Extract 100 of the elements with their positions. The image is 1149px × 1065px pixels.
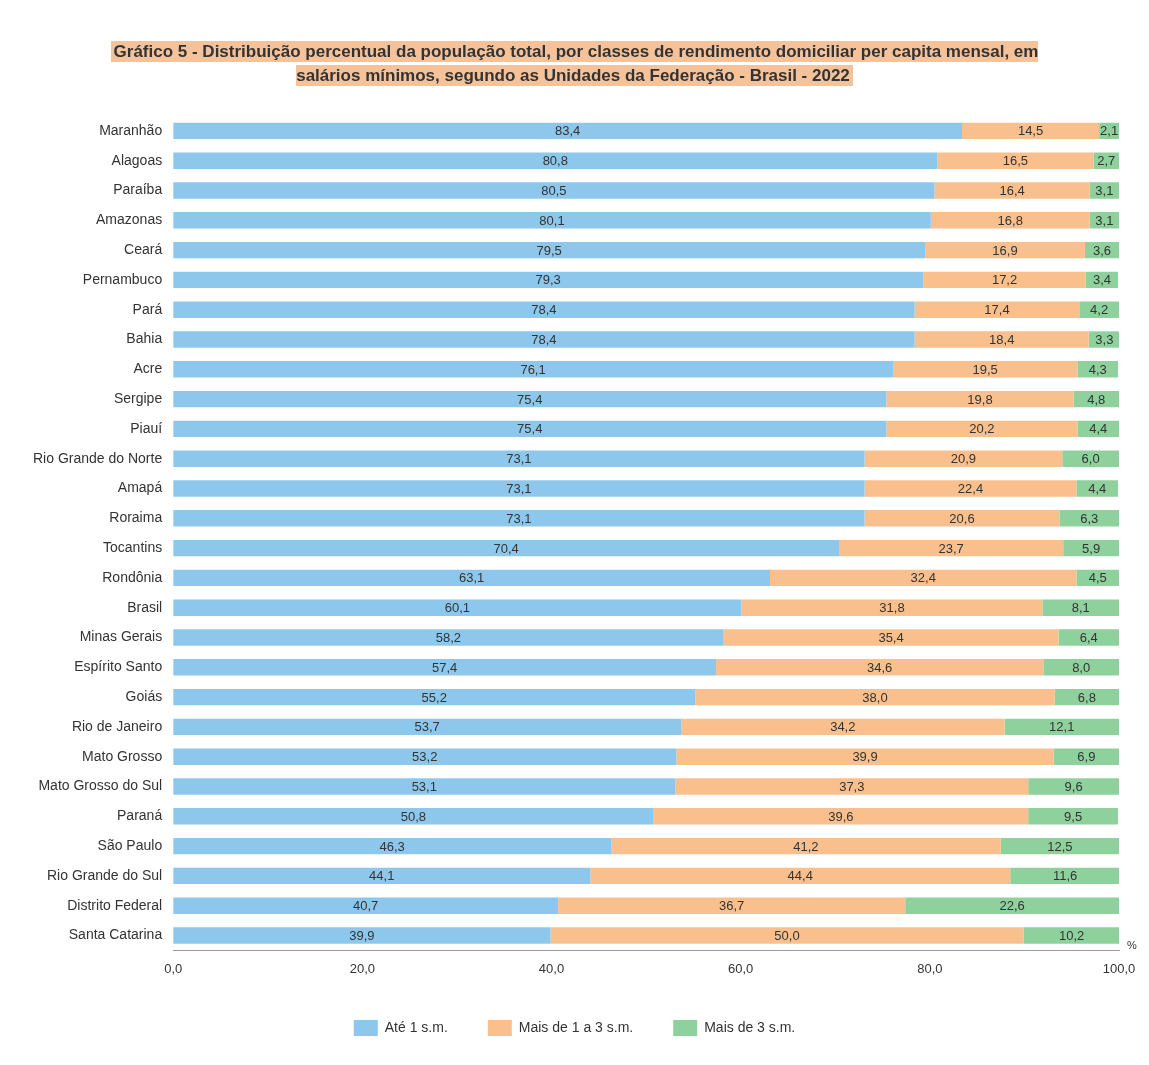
data-label: 80,8 xyxy=(542,153,568,169)
y-tick-label: Amapá xyxy=(117,479,163,496)
data-label: 35,4 xyxy=(878,630,904,646)
data-label: 11,6 xyxy=(1052,868,1078,884)
y-tick-label: Rio de Janeiro xyxy=(71,717,163,734)
data-label: 12,5 xyxy=(1047,838,1073,854)
y-tick-label: Amazonas xyxy=(96,211,163,228)
data-label: 8,0 xyxy=(1072,659,1091,675)
y-tick-label: Paraná xyxy=(117,807,163,824)
bar xyxy=(590,867,1011,885)
y-tick-label: Rio Grande do Sul xyxy=(46,866,163,883)
y-tick-label: Distrito Federal xyxy=(67,896,163,913)
bar xyxy=(173,599,742,616)
bar xyxy=(930,212,1090,229)
y-tick-label: Paraíba xyxy=(113,181,163,198)
data-label: 79,3 xyxy=(535,272,561,288)
data-label: 3,1 xyxy=(1095,183,1114,199)
x-tick-label: 100,0 xyxy=(1102,960,1136,976)
data-label: 6,0 xyxy=(1081,451,1100,467)
y-tick-label: Maranhão xyxy=(99,121,163,138)
data-label: 53,2 xyxy=(412,749,438,765)
y-tick-label: Minas Gerais xyxy=(79,628,163,645)
y-tick-label: Rondônia xyxy=(102,568,163,585)
x-tick-label: 20,0 xyxy=(349,960,375,976)
data-label: 16,8 xyxy=(997,212,1023,228)
data-label: 3,3 xyxy=(1095,332,1114,348)
data-label: 53,1 xyxy=(411,779,437,795)
legend-label: Mais de 3 s.m. xyxy=(704,1018,796,1035)
bar xyxy=(676,748,1054,765)
bar xyxy=(864,450,1063,467)
data-label: 78,4 xyxy=(531,302,557,318)
data-label: 50,0 xyxy=(774,928,800,944)
data-label: 17,2 xyxy=(991,272,1018,288)
bar xyxy=(173,927,551,944)
bar xyxy=(716,659,1044,676)
data-label: 19,8 xyxy=(967,391,993,407)
data-label: 78,4 xyxy=(531,332,557,348)
data-label: 6,3 xyxy=(1080,510,1099,526)
data-label: 3,4 xyxy=(1092,272,1112,288)
y-tick-label: Bahia xyxy=(126,330,163,347)
data-label: 9,6 xyxy=(1064,779,1083,795)
y-tick-label: Sergipe xyxy=(113,389,163,406)
y-tick-label: Pernambuco xyxy=(82,270,163,287)
bar xyxy=(1004,718,1119,736)
bar xyxy=(864,510,1060,527)
data-label: 39,6 xyxy=(828,808,854,824)
data-label: 20,9 xyxy=(950,451,977,467)
bar xyxy=(1010,867,1119,885)
bar xyxy=(173,241,926,259)
legend-label: Mais de 1 a 3 s.m. xyxy=(518,1018,634,1035)
bar xyxy=(892,361,1078,378)
data-label: 18,4 xyxy=(989,332,1015,348)
x-tick-label: 80,0 xyxy=(917,960,943,976)
data-label: 37,3 xyxy=(839,779,865,795)
y-tick-label: São Paulo xyxy=(97,836,163,853)
data-label: 80,1 xyxy=(539,212,565,228)
data-label: 6,8 xyxy=(1077,689,1096,705)
y-tick-label: Ceará xyxy=(124,240,163,257)
data-label: 4,3 xyxy=(1088,361,1107,377)
bar xyxy=(741,599,1043,616)
data-label: 2,7 xyxy=(1097,153,1116,169)
bar xyxy=(173,182,935,199)
bar xyxy=(723,629,1059,646)
bar xyxy=(173,688,696,706)
y-tick-label: Acre xyxy=(133,360,163,377)
data-label: 34,2 xyxy=(830,719,856,735)
bar xyxy=(173,569,770,587)
y-tick-label: Brasil xyxy=(127,598,163,615)
data-label: 20,6 xyxy=(949,510,975,526)
data-label: 36,7 xyxy=(719,898,745,914)
bar xyxy=(550,927,1024,944)
data-label: 12,1 xyxy=(1049,719,1075,735)
bar xyxy=(173,152,938,169)
y-tick-label: Piauí xyxy=(130,419,163,436)
data-label: 50,8 xyxy=(400,808,427,824)
bar xyxy=(695,688,1055,706)
data-label: 10,2 xyxy=(1059,928,1085,944)
bar xyxy=(558,897,906,914)
bar xyxy=(1028,808,1119,825)
data-label: 2,1 xyxy=(1100,123,1119,139)
y-tick-label: Santa Catarina xyxy=(68,926,163,943)
data-label: 38,0 xyxy=(862,689,888,705)
data-label: 6,9 xyxy=(1077,749,1096,765)
y-tick-label: Alagoas xyxy=(111,151,163,168)
legend-label: Até 1 s.m. xyxy=(384,1018,448,1035)
data-label: 39,9 xyxy=(349,928,375,944)
y-tick-label: Goiás xyxy=(125,687,163,704)
bar xyxy=(934,182,1090,199)
bar xyxy=(1042,599,1119,616)
bar xyxy=(1028,778,1119,795)
y-tick-label: Rio Grande do Norte xyxy=(32,449,163,466)
bar xyxy=(173,867,591,885)
bar xyxy=(173,808,654,825)
y-tick-label: Mato Grosso do Sul xyxy=(38,777,163,794)
y-tick-label: Roraima xyxy=(109,509,163,526)
data-label: 83,4 xyxy=(554,123,581,139)
y-tick-label: Pará xyxy=(132,300,163,317)
data-label: 23,7 xyxy=(938,540,964,556)
data-label: 79,5 xyxy=(536,242,562,258)
chart-title: Gráfico 5 - Distribuição percentual da população total, por classes de rendimento domiciliar per capita mensal, em salários mínimos, segundo as Unidades da Federação - Brasil - 2022 xyxy=(110,41,1039,86)
